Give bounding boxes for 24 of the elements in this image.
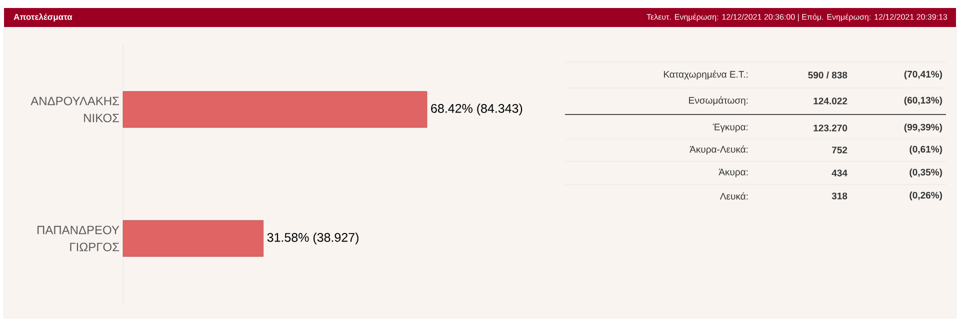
- text: Άκυρα:: [718, 168, 748, 178]
- text: Καταχωρημένα Ε.Τ.:: [664, 70, 748, 80]
- text: 752: [832, 146, 848, 154]
- text: Τελευτ. Ενημέρωση: 12/12/2021 20:36:00 | Επόμ. Ενημέρωση: 12/12/2021 20:39:13: [646, 14, 948, 22]
- y-tick-label: ΠΑΠΑΝΔΡΕΟΥ ΓΙΩΡΓΟΣ: [37, 226, 120, 252]
- text: 434: [832, 170, 848, 176]
- text: (99,39%): [904, 124, 942, 132]
- y-tick-label: ΑΝΔΡΟΥΛΑΚΗΣ ΝΙΚΟΣ: [30, 96, 120, 122]
- text: Έγκυρα:: [712, 124, 748, 132]
- text: (70,41%): [904, 70, 942, 80]
- text: 590 / 838: [808, 71, 848, 79]
- data-label: 31.58% (38.927): [267, 232, 358, 244]
- text: (60,13%): [904, 96, 942, 106]
- data-label: 68.42% (84.343): [431, 104, 522, 116]
- text: Αποτελέσματα: [14, 13, 72, 22]
- text: Άκυρα-Λευκά:: [690, 145, 748, 155]
- text: (0,61%): [910, 146, 942, 154]
- text: Ενσωμάτωση:: [689, 96, 748, 106]
- text: 123.270: [814, 124, 848, 132]
- text: 124.022: [814, 98, 848, 104]
- text: (0,35%): [910, 168, 942, 178]
- text: Λευκά:: [720, 192, 748, 200]
- text: 318: [832, 192, 848, 200]
- text: (0,26%): [910, 192, 942, 200]
